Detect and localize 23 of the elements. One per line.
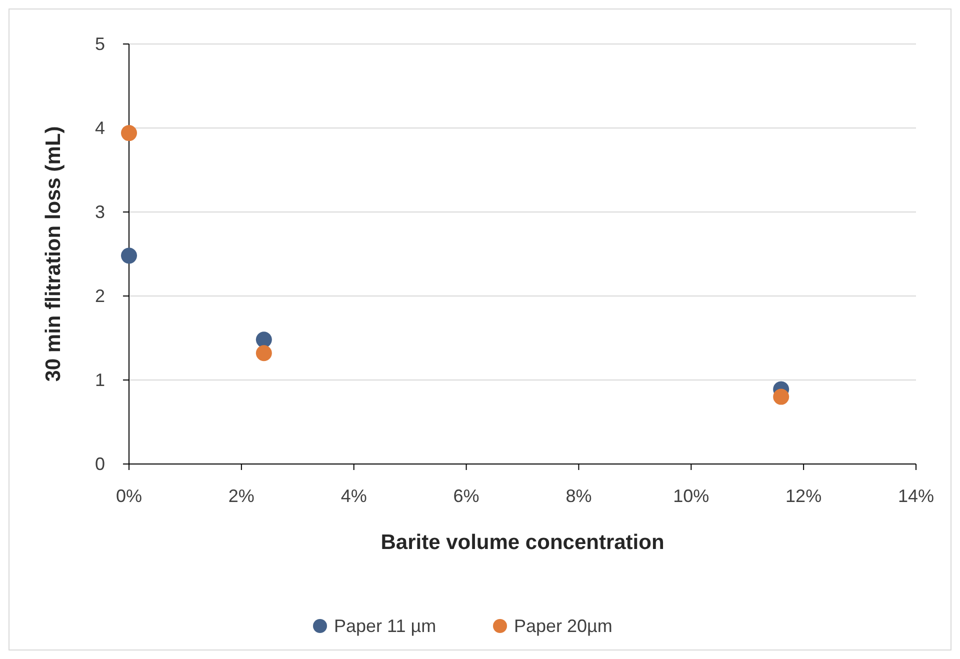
legend-label: Paper 20µm bbox=[514, 616, 612, 636]
y-tick-label: 5 bbox=[94, 34, 105, 54]
x-tick-label: 4% bbox=[340, 486, 367, 506]
x-tick-label: 10% bbox=[673, 486, 710, 506]
x-axis-title: Barite volume concentration bbox=[380, 531, 664, 554]
y-tick-label: 4 bbox=[94, 118, 105, 138]
x-tick-label: 2% bbox=[228, 486, 254, 506]
point bbox=[773, 388, 790, 405]
y-axis-title: 30 min flitration loss (mL) bbox=[42, 126, 65, 382]
point bbox=[256, 345, 272, 362]
y-tick-label: 0 bbox=[94, 454, 105, 474]
x-tick-label: 14% bbox=[898, 486, 934, 506]
point bbox=[121, 248, 137, 264]
y-tick-label: 3 bbox=[94, 202, 105, 222]
point bbox=[256, 332, 272, 348]
x-tick-label: 0% bbox=[116, 486, 142, 506]
x-tick-label: 12% bbox=[786, 486, 822, 506]
y-tick-label: 1 bbox=[94, 370, 105, 390]
point bbox=[121, 125, 137, 142]
legend-label: Paper 11 µm bbox=[334, 616, 436, 636]
y-tick-label: 2 bbox=[94, 286, 105, 306]
x-tick-label: 8% bbox=[566, 486, 592, 506]
x-tick-label: 6% bbox=[453, 486, 480, 506]
